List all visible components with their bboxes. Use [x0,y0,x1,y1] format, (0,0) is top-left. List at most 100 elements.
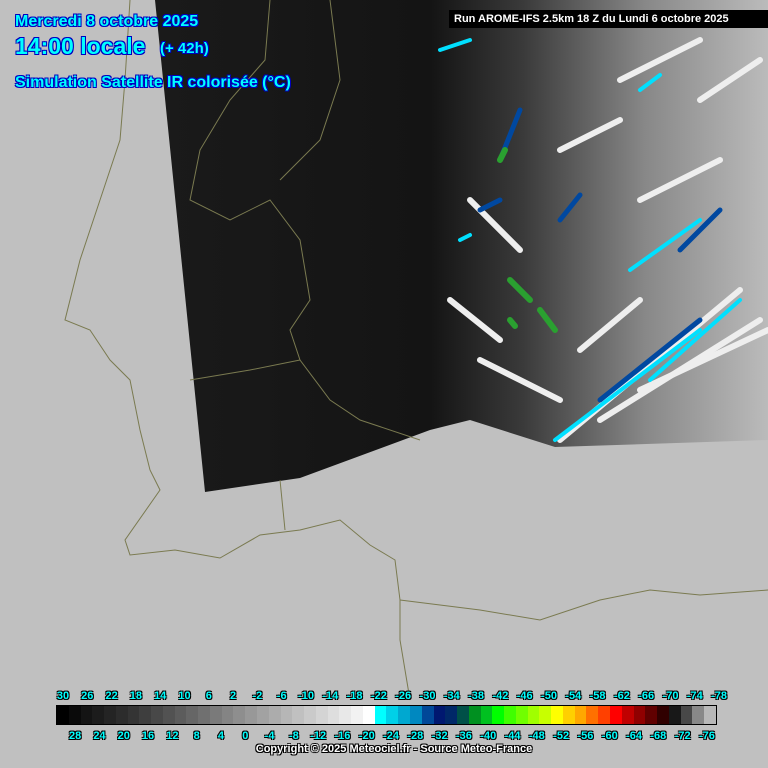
legend-label-bottom: -40 [480,730,497,742]
legend-label-top: -74 [686,690,703,702]
forecast-time: 14:00 locale [15,33,146,59]
legend-label-top: -2 [252,690,263,702]
legend-label-top: -6 [276,690,287,702]
legend-swatch [633,706,646,724]
legend-label-top: -46 [516,690,533,702]
legend-label-bottom: -12 [310,730,327,742]
legend-swatch [539,706,552,724]
legend-label-top: 18 [129,690,143,702]
legend-swatch [551,706,563,724]
legend-label-bottom: -24 [383,730,399,742]
legend-label-bottom: 24 [93,730,106,742]
legend-swatch [57,706,69,724]
legend-label-top: 10 [178,690,191,702]
legend-swatch [339,706,352,724]
legend-swatch [209,706,222,724]
cloud-streaks [438,37,768,443]
copyright: Copyright © 2025 Meteociel.fr - Source M… [255,743,533,755]
legend-label-top: -22 [370,690,387,702]
legend-swatch [104,706,116,724]
legend-swatch [621,706,634,724]
legend-swatch [609,706,622,724]
legend-label-top: -62 [613,690,630,702]
legend-label-top: -38 [468,690,485,702]
legend-swatch [92,706,105,724]
legend-label-bottom: -32 [431,730,448,742]
legend-swatch [433,706,446,724]
legend-label-bottom: 0 [242,730,249,742]
legend-swatch [233,706,246,724]
legend-swatch [680,706,693,724]
legend-swatch [304,706,316,724]
legend-label-top: -66 [638,690,655,702]
legend-swatch [327,706,340,724]
legend-label-bottom: -48 [528,730,545,742]
legend-swatch [480,706,493,724]
legend-swatch [457,706,469,724]
legend-label-top: 22 [105,690,118,702]
legend-label-top: -34 [443,690,460,702]
legend-label-top: -50 [541,690,557,702]
legend-swatch [704,706,716,724]
legend-label-bottom: -4 [264,730,275,742]
legend-label-bottom: -44 [504,730,521,742]
legend-swatch [398,706,410,724]
legend-swatch [668,706,681,724]
legend-label-top: -78 [711,690,728,702]
legend-label-top: -58 [589,690,606,702]
legend-label-top: -14 [322,690,339,702]
legend-swatch [574,706,587,724]
legend-label-top: 26 [81,690,94,702]
legend-label-bottom: -28 [407,730,424,742]
legend-label-bottom: 20 [117,730,130,742]
legend-swatch [492,706,505,724]
legend-label-bottom: -52 [553,730,570,742]
legend-swatch [515,706,528,724]
legend-label-bottom: -76 [698,730,715,742]
legend-swatch [562,706,575,724]
legend-swatch [268,706,281,724]
legend-swatch [245,706,258,724]
legend-swatch [421,706,434,724]
legend-label-top: 6 [205,690,212,702]
legend-swatch [445,706,458,724]
legend-label-bottom: -8 [288,730,299,742]
legend-swatch [80,706,93,724]
legend-swatch [280,706,293,724]
legend-swatch [586,706,599,724]
legend-label-top: -26 [395,690,412,702]
legend-swatch [257,706,269,724]
legend-swatch [657,706,669,724]
legend-label-top: -18 [346,690,363,702]
legend-label-bottom: -16 [334,730,351,742]
legend-swatch [198,706,210,724]
legend-label-bottom: -72 [674,730,691,742]
legend-swatch [292,706,305,724]
legend-swatch [598,706,610,724]
legend-swatch [315,706,328,724]
legend-label-bottom: -36 [455,730,472,742]
borders [64,0,768,701]
legend-swatch [692,706,705,724]
legend-label-bottom: -68 [650,730,667,742]
legend-swatch [221,706,234,724]
legend-label-top: -30 [419,690,436,702]
legend-swatch [151,706,163,724]
run-info: Run AROME-IFS 2.5km 18 Z du Lundi 6 octo… [449,10,768,28]
legend-label-top: -42 [492,690,509,702]
legend-swatch [386,706,399,724]
legend-swatch [468,706,481,724]
legend-swatch [645,706,658,724]
legend-bar [56,705,717,725]
legend-label-top: -70 [662,690,679,702]
legend-label-bottom: 8 [193,730,200,742]
legend-label-top: 2 [230,690,237,702]
legend-swatch [174,706,187,724]
legend-label-bottom: 12 [166,730,179,742]
forecast-date: Mercredi 8 octobre 2025 [15,13,199,30]
legend-label-bottom: 16 [141,730,155,742]
product-title: Simulation Satellite IR colorisée (°C) [15,74,291,91]
legend-swatch [504,706,516,724]
legend-swatch [351,706,363,724]
